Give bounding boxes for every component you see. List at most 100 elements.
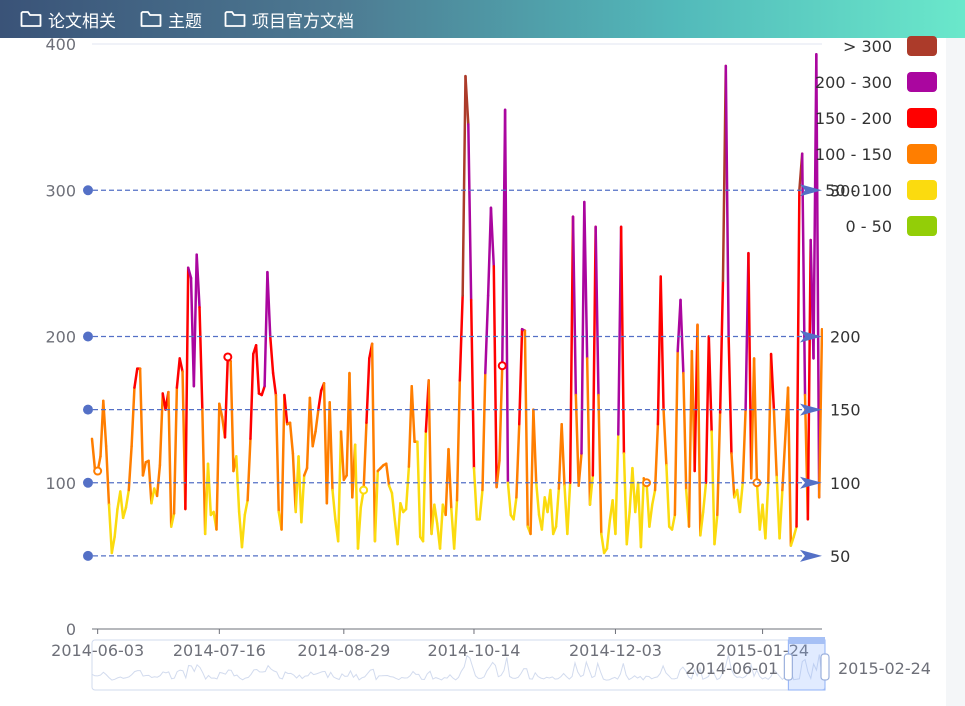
series-segment xyxy=(614,433,620,536)
series-segment xyxy=(266,270,272,338)
series-segment xyxy=(492,265,498,489)
series-segment xyxy=(755,481,762,531)
mark-line-label: 150 xyxy=(830,401,861,420)
y-tick-label: 0 xyxy=(66,620,76,639)
series-segment xyxy=(130,386,136,448)
series-segment xyxy=(639,477,645,549)
series-segment xyxy=(772,408,778,479)
series-segment xyxy=(452,499,459,550)
series-segment xyxy=(534,481,541,517)
data-zoom-move-handle xyxy=(788,637,825,644)
series-segment xyxy=(280,393,286,531)
series-segment xyxy=(484,294,490,375)
series-segment xyxy=(540,496,546,531)
series-segment xyxy=(464,74,470,126)
series-segment xyxy=(532,408,538,484)
visual-map-legend[interactable]: > 300 200 - 300 150 - 200 100 - 150 50 - 100… xyxy=(815,36,937,236)
x-tick-label: 2014-08-29 xyxy=(297,641,390,660)
tab-official-docs[interactable]: 项目官方文档 xyxy=(224,6,354,32)
data-point xyxy=(223,352,233,362)
y-tick-label: 200 xyxy=(45,328,76,347)
series-segment xyxy=(529,408,535,536)
tab-papers[interactable]: 论文相关 xyxy=(20,6,116,32)
series-segment xyxy=(769,352,776,411)
series-segment xyxy=(243,499,249,517)
series-segment xyxy=(710,430,716,546)
series-segment xyxy=(605,519,612,550)
series-segment xyxy=(778,488,784,540)
mark-line-start-dot xyxy=(83,550,93,561)
series-segment xyxy=(328,401,334,492)
series-segment xyxy=(766,352,773,484)
y-tick-label: 300 xyxy=(45,181,76,200)
mark-line-start-dot xyxy=(83,404,93,415)
legend-swatch xyxy=(907,180,937,200)
series-segment xyxy=(198,306,204,411)
data-zoom-slider[interactable]: 2014-06-01 2015-02-24 xyxy=(91,637,931,691)
series-segment xyxy=(481,371,487,492)
series-segment xyxy=(172,386,179,515)
legend-item-label: 200 - 300 xyxy=(815,73,892,92)
series-segment xyxy=(515,423,521,499)
series-segment xyxy=(269,335,275,375)
series-segment xyxy=(195,253,201,309)
series-segment xyxy=(625,510,631,546)
tab-themes[interactable]: 主题 xyxy=(140,6,202,32)
series-segment xyxy=(506,481,513,517)
series-segment xyxy=(274,393,280,514)
series-segment xyxy=(781,437,787,492)
series-segment xyxy=(707,335,713,433)
x-axis: 2014-06-03 2014-07-16 2014-08-29 2014-10-14… xyxy=(51,628,822,660)
series-segment xyxy=(724,64,730,338)
series-segment xyxy=(254,344,261,395)
series-segment xyxy=(574,393,580,487)
series-segment xyxy=(192,253,198,388)
series-segment xyxy=(517,327,524,426)
legend-swatch xyxy=(907,144,937,164)
series-segment xyxy=(249,352,255,441)
legend-item-label: 150 - 200 xyxy=(815,109,892,128)
y-tick-label: 400 xyxy=(45,35,76,54)
data-zoom-start-label: 2014-06-01 xyxy=(685,659,778,678)
data-zoom-preview xyxy=(91,654,826,681)
series-segment xyxy=(795,189,801,528)
series-segment xyxy=(650,488,657,506)
mark-line-start-dot xyxy=(83,331,93,342)
series-segment xyxy=(665,463,671,528)
series-segment xyxy=(311,430,317,448)
series-segment xyxy=(396,501,402,546)
series-segment xyxy=(102,399,108,448)
series-segment xyxy=(738,481,745,514)
x-tick-label: 2014-06-03 xyxy=(51,641,144,660)
series-segment xyxy=(682,371,688,492)
series-segment xyxy=(113,507,119,539)
series-segment xyxy=(288,421,295,455)
tab-label: 项目官方文档 xyxy=(252,11,354,32)
series-segment xyxy=(169,512,176,528)
series-segment xyxy=(90,437,97,470)
series-segment xyxy=(600,532,606,555)
scrollbar-track[interactable] xyxy=(946,38,965,706)
series-segment xyxy=(339,430,346,482)
series-segment xyxy=(416,440,422,539)
series-segment xyxy=(104,444,111,506)
series-segment xyxy=(588,474,595,506)
series-segment xyxy=(235,455,241,514)
series-segment xyxy=(716,411,722,517)
tab-label: 论文相关 xyxy=(48,11,116,32)
series-segment xyxy=(718,279,725,414)
series-segment xyxy=(127,444,133,492)
data-zoom-handle xyxy=(820,653,830,681)
series-segment xyxy=(302,466,309,477)
mark-line-start-dot xyxy=(83,477,93,488)
series-segment xyxy=(317,389,323,411)
series-segment xyxy=(184,266,190,511)
series-line xyxy=(90,52,823,555)
series-segment xyxy=(385,462,391,487)
mark-lines: 300 200 150 100 50 xyxy=(83,181,861,566)
legend-item-label: 0 - 50 xyxy=(846,217,892,236)
series-segment xyxy=(260,384,266,397)
series-segment xyxy=(186,266,193,280)
series-segment xyxy=(229,360,235,473)
